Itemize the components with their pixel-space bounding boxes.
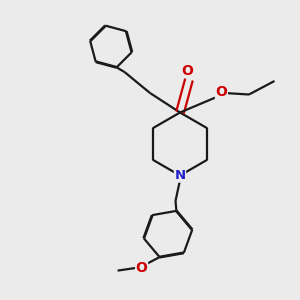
Text: O: O bbox=[215, 85, 227, 98]
Text: O: O bbox=[136, 261, 148, 274]
Text: O: O bbox=[182, 64, 194, 77]
Text: N: N bbox=[174, 169, 186, 182]
